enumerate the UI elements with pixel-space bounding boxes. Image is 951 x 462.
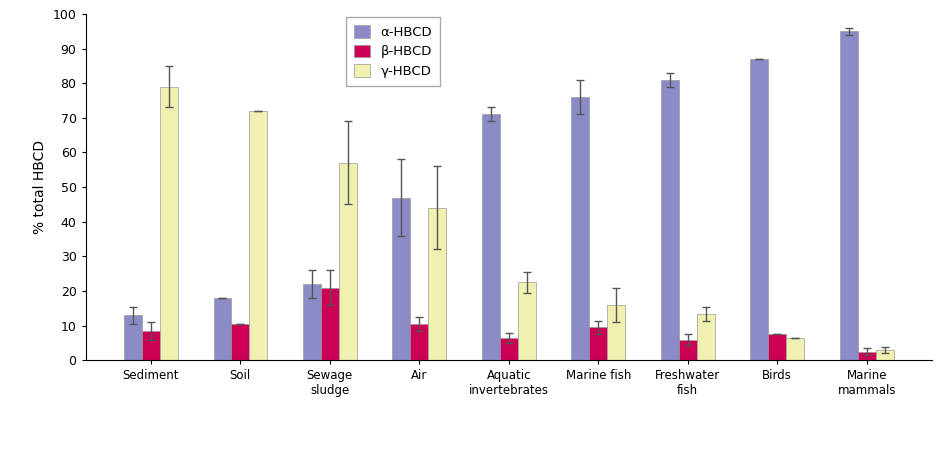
Bar bbox=[303, 284, 320, 360]
Bar bbox=[858, 352, 876, 360]
Bar bbox=[876, 350, 894, 360]
Y-axis label: % total HBCD: % total HBCD bbox=[33, 140, 48, 234]
Bar bbox=[160, 87, 178, 360]
Bar bbox=[607, 305, 625, 360]
Bar bbox=[231, 324, 249, 360]
Bar bbox=[661, 80, 679, 360]
Bar bbox=[768, 334, 786, 360]
Bar bbox=[428, 208, 446, 360]
Bar bbox=[572, 97, 590, 360]
Bar bbox=[482, 115, 500, 360]
Legend: α-HBCD, β-HBCD, γ-HBCD: α-HBCD, β-HBCD, γ-HBCD bbox=[346, 17, 440, 86]
Bar bbox=[500, 338, 517, 360]
Bar bbox=[750, 59, 768, 360]
Bar bbox=[411, 324, 428, 360]
Bar bbox=[124, 315, 142, 360]
Bar bbox=[393, 198, 411, 360]
Bar bbox=[142, 331, 160, 360]
Bar bbox=[786, 338, 804, 360]
Bar bbox=[840, 31, 858, 360]
Bar bbox=[517, 282, 535, 360]
Bar bbox=[249, 111, 267, 360]
Bar bbox=[214, 298, 231, 360]
Bar bbox=[697, 314, 714, 360]
Bar bbox=[339, 163, 357, 360]
Bar bbox=[590, 328, 607, 360]
Bar bbox=[679, 340, 697, 360]
Bar bbox=[320, 287, 339, 360]
